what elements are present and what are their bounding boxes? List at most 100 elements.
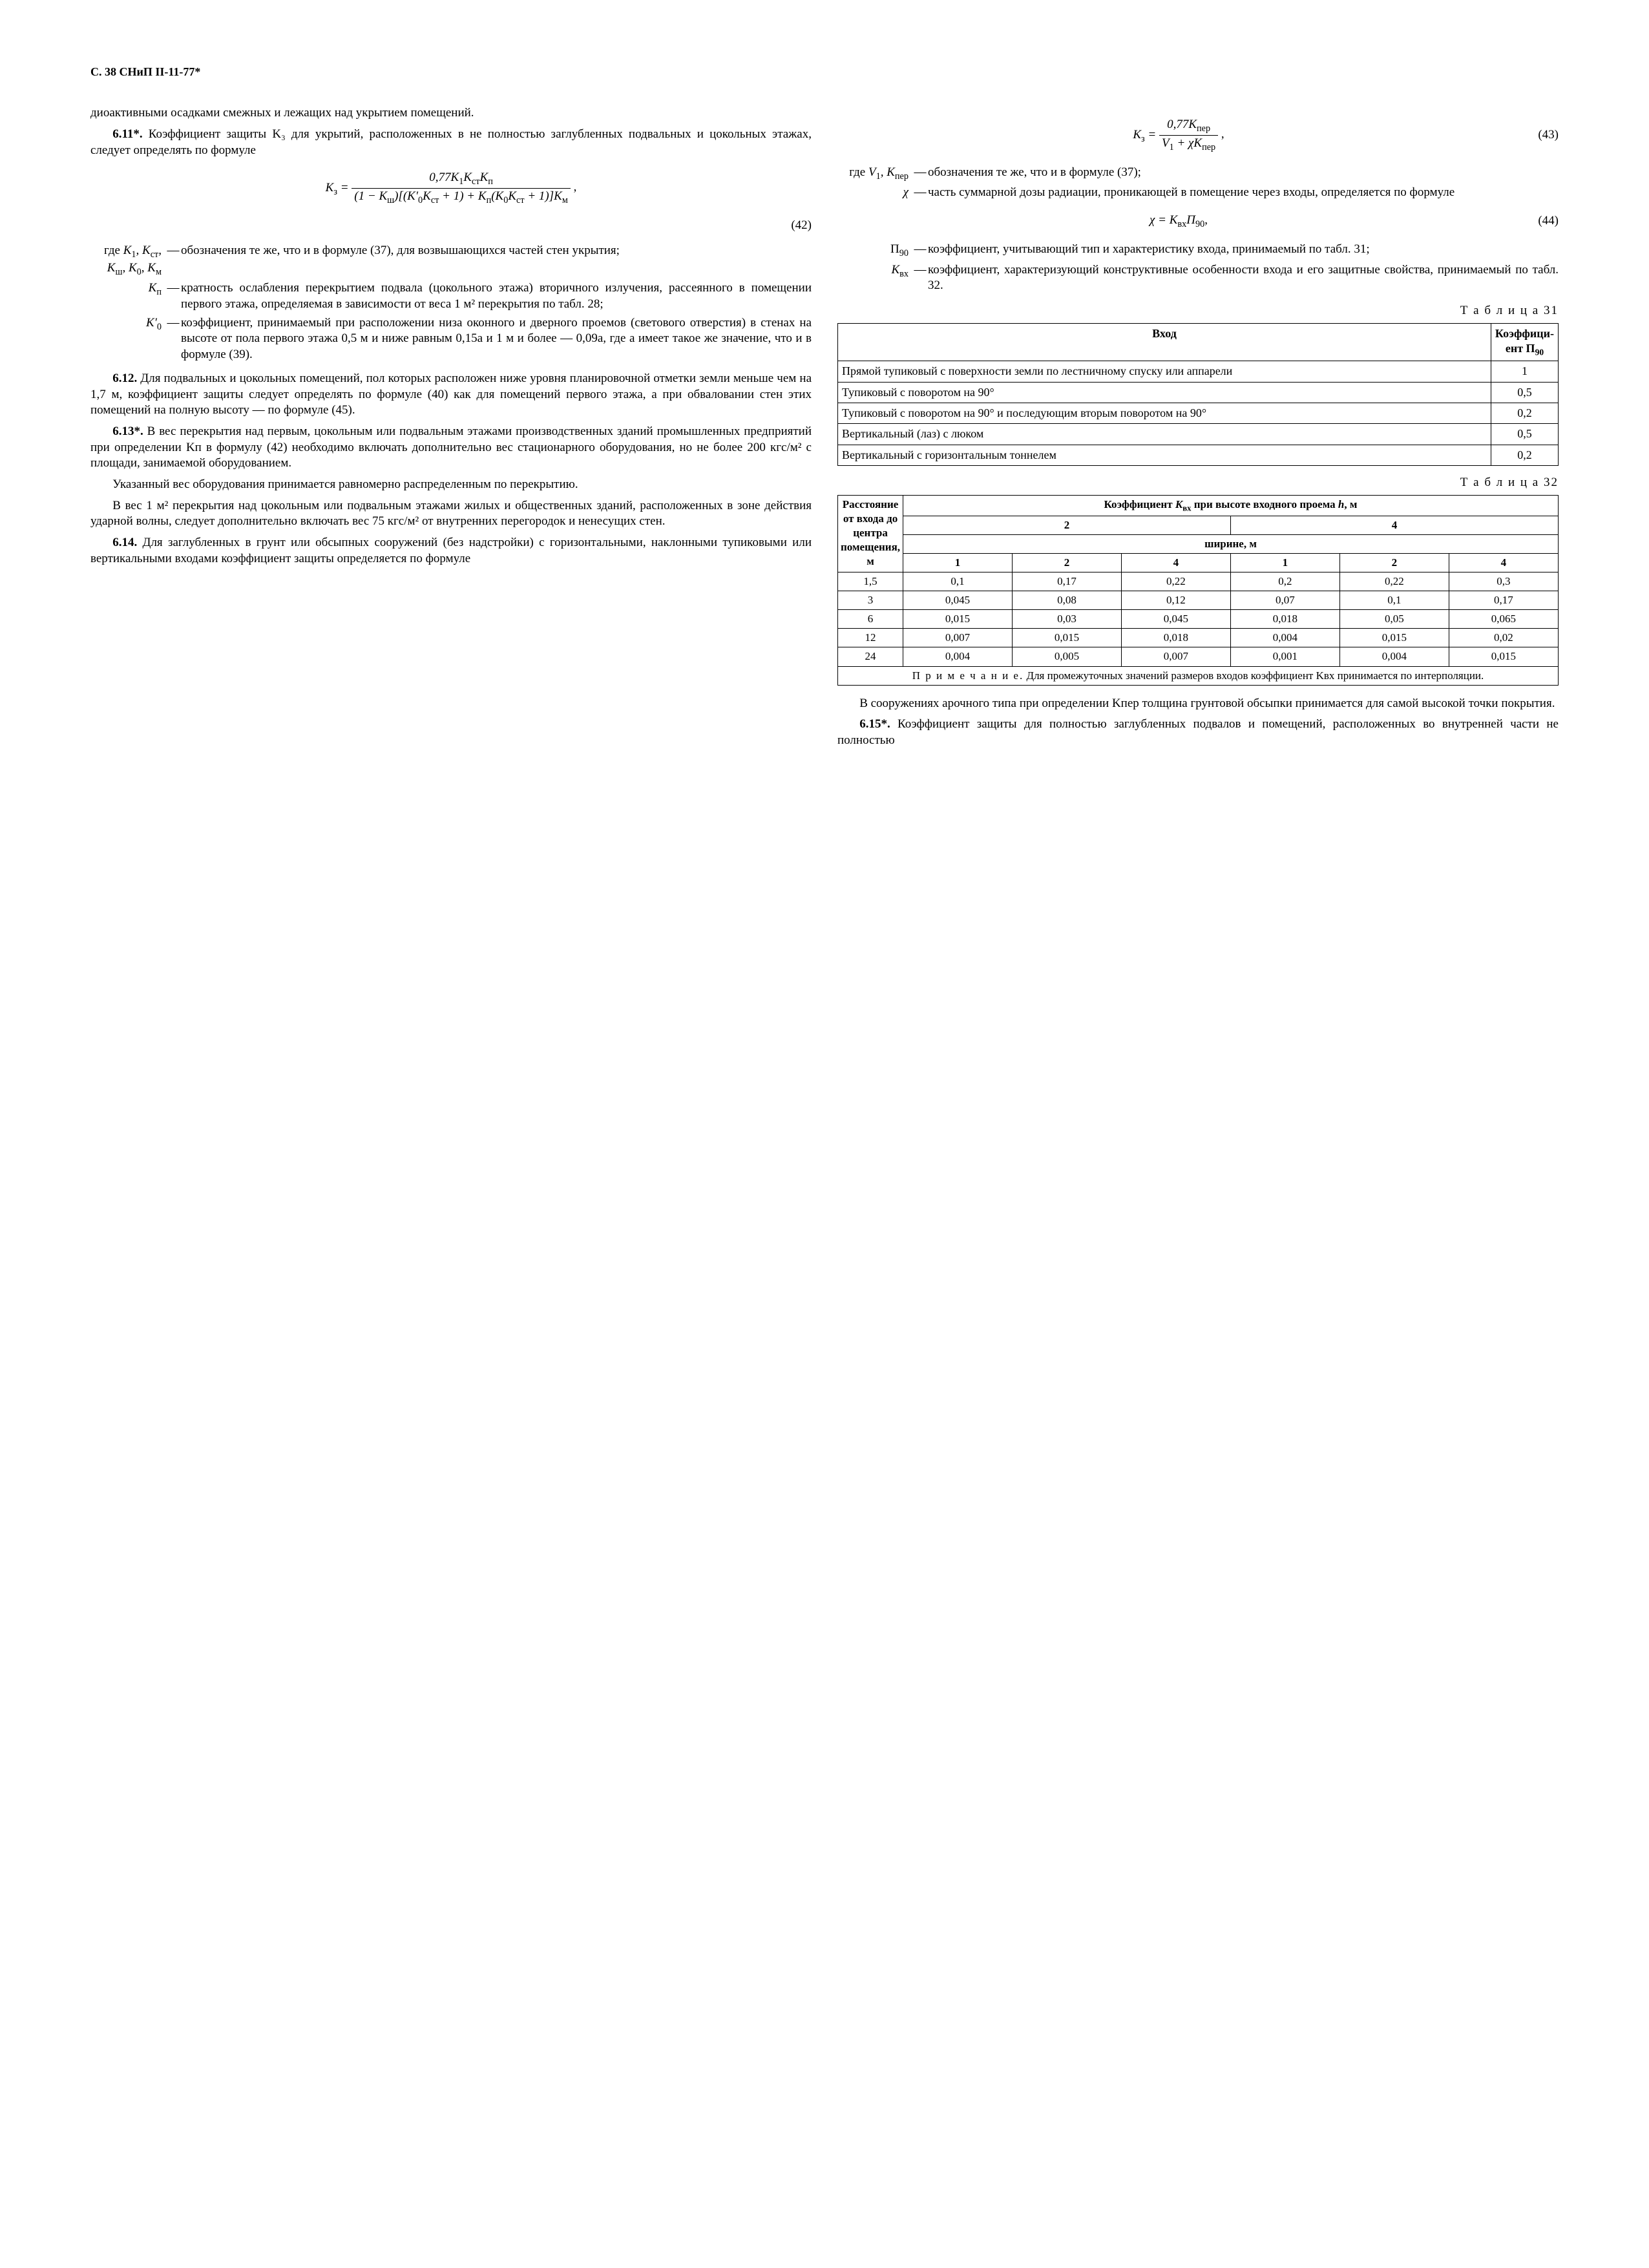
t32-val-cell: 0,02 — [1449, 629, 1558, 647]
eq42-lhs: Kз = — [326, 181, 352, 194]
dash: — — [912, 165, 928, 182]
t32-val-cell: 0,015 — [1339, 629, 1449, 647]
where-txt-r3: коэффициент, учитывающий тип и характери… — [928, 242, 1559, 259]
where-txt-r4: коэффициент, характеризующий конструктив… — [928, 262, 1559, 294]
where-txt-r2: часть суммарной дозы радиации, проникающ… — [928, 185, 1559, 201]
t32-val-cell: 0,018 — [1121, 629, 1230, 647]
section-text-613a: В вес перекрытия над первым, цокольным и… — [90, 425, 812, 470]
para-6-11: 6.11*. Коэффициент защиты K₃ для укрытий… — [90, 127, 812, 158]
where-txt-r1: обозначения те же, что и в формуле (37); — [928, 165, 1559, 182]
t32-dist-cell: 3 — [838, 591, 903, 610]
section-text-611: Коэффициент защиты K₃ для укрытий, распо… — [90, 127, 812, 157]
t32-col-header: 1 — [1230, 554, 1339, 572]
where-sym-r2: χ — [837, 185, 912, 201]
eq42-numerator: 0,77K1KстKп — [352, 170, 571, 188]
t32-col-header: 2 — [1339, 554, 1449, 572]
eq43-lhs: Kз = — [1133, 128, 1159, 142]
t32-col-header: 2 — [1012, 554, 1121, 572]
section-label-611: 6.11*. — [112, 127, 142, 141]
right-column: Kз = 0,77Kпер V1 + χKпер , (43) где V1, … — [837, 105, 1559, 753]
eq44-number: (44) — [1526, 213, 1559, 229]
where-txt-1: обозначения те же, что и в формуле (37),… — [181, 243, 812, 278]
t32-val-cell: 0,3 — [1449, 572, 1558, 591]
para-6-14: 6.14. Для заглубленных в грунт или обсып… — [90, 535, 812, 567]
t32-val-cell: 0,045 — [1121, 610, 1230, 629]
t31-val-cell: 1 — [1491, 361, 1558, 382]
t32-val-cell: 0,17 — [1012, 572, 1121, 591]
t32-col-header: 1 — [903, 554, 1013, 572]
where-sym-r3: П90 — [837, 242, 912, 259]
table31-caption: Т а б л и ц а 31 — [837, 303, 1559, 319]
para-6-15: 6.15*. Коэффициент защиты для полностью … — [837, 717, 1559, 748]
t32-note-cell: П р и м е ч а н и е. Для промежуточных з… — [838, 666, 1559, 685]
t32-val-cell: 0,004 — [1339, 647, 1449, 666]
left-column: диоактивными осадками смежных и лежащих … — [90, 105, 812, 753]
where-list-43: где V1, Kпер — обозначения те же, что и … — [837, 165, 1559, 201]
t31-val-cell: 0,2 — [1491, 445, 1558, 465]
t31-name-cell: Тупиковый с поворотом на 90° и последующ… — [838, 403, 1491, 424]
where-txt-2: кратность ослабления перекрытием подвала… — [181, 280, 812, 312]
eq42-denominator: (1 − Kш)[(K′0Kст + 1) + Kп(K0Kст + 1)]Kм — [352, 189, 571, 206]
t31-val-cell: 0,5 — [1491, 382, 1558, 403]
t32-dist-cell: 24 — [838, 647, 903, 666]
para-intro: диоактивными осадками смежных и лежащих … — [90, 105, 812, 121]
t31-val-cell: 0,2 — [1491, 403, 1558, 424]
formula-44: χ = KвхП90, (44) — [837, 213, 1559, 230]
t31-name-cell: Тупиковый с поворотом на 90° — [838, 382, 1491, 403]
t32-val-cell: 0,17 — [1449, 591, 1558, 610]
section-text-614: Для заглубленных в грунт или обсыпных со… — [90, 536, 812, 565]
table-row: Вертикальный с горизонтальным тоннелем0,… — [838, 445, 1559, 465]
table32-caption: Т а б л и ц а 32 — [837, 475, 1559, 491]
where-sym-r1: где V1, Kпер — [837, 165, 912, 182]
t32-val-cell: 0,12 — [1121, 591, 1230, 610]
t32-dist-cell: 12 — [838, 629, 903, 647]
section-text-615: Коэффициент защиты для полностью заглубл… — [837, 717, 1559, 747]
t31-name-cell: Вертикальный (лаз) с люком — [838, 424, 1491, 445]
two-column-layout: диоактивными осадками смежных и лежащих … — [90, 105, 1559, 753]
t31-h2: Коэффици-ент П90 — [1491, 323, 1558, 361]
t32-h-2: 2 — [903, 516, 1231, 534]
t31-name-cell: Вертикальный с горизонтальным тоннелем — [838, 445, 1491, 465]
t32-val-cell: 0,004 — [903, 647, 1013, 666]
table-row: 1,50,10,170,220,20,220,3 — [838, 572, 1559, 591]
table-row: 60,0150,030,0450,0180,050,065 — [838, 610, 1559, 629]
eq42-number: (42) — [90, 218, 812, 234]
table-32: Расстояние от входа до центра помещения,… — [837, 495, 1559, 686]
t32-val-cell: 0,005 — [1012, 647, 1121, 666]
t32-val-cell: 0,045 — [903, 591, 1013, 610]
dash: — — [165, 280, 181, 312]
t32-col-header: 4 — [1449, 554, 1558, 572]
t32-val-cell: 0,2 — [1230, 572, 1339, 591]
t32-val-cell: 0,015 — [903, 610, 1013, 629]
t32-h-4: 4 — [1230, 516, 1558, 534]
t32-val-cell: 0,015 — [1012, 629, 1121, 647]
where-sym-1: где K1, Kст,Kш, K0, Kм — [90, 243, 165, 278]
eq43-numerator: 0,77Kпер — [1159, 117, 1218, 135]
dash: — — [912, 185, 928, 201]
eq43-number: (43) — [1526, 127, 1559, 143]
t32-val-cell: 0,001 — [1230, 647, 1339, 666]
t31-name-cell: Прямой тупиковый с поверхности земли по … — [838, 361, 1491, 382]
t31-val-cell: 0,5 — [1491, 424, 1558, 445]
eq44-body: χ = KвхП90, — [837, 213, 1520, 230]
table-row: Прямой тупиковый с поверхности земли по … — [838, 361, 1559, 382]
table-row: 30,0450,080,120,070,10,17 — [838, 591, 1559, 610]
section-text-612: Для подвальных и цокольных помещений, по… — [90, 372, 812, 417]
where-sym-2: Kп — [90, 280, 165, 312]
table-row: 120,0070,0150,0180,0040,0150,02 — [838, 629, 1559, 647]
table-row: Тупиковый с поворотом на 90°0,5 — [838, 382, 1559, 403]
para-6-12: 6.12. Для подвальных и цокольных помещен… — [90, 371, 812, 419]
t32-dist-cell: 6 — [838, 610, 903, 629]
para-after-tables: В сооружениях арочного типа при определе… — [837, 696, 1559, 712]
t32-note-label: П р и м е ч а н и е. — [912, 669, 1024, 682]
where-txt-3: коэффициент, принимаемый при расположени… — [181, 315, 812, 363]
t32-val-cell: 0,065 — [1449, 610, 1558, 629]
table-row: Тупиковый с поворотом на 90° и последующ… — [838, 403, 1559, 424]
t32-note-text: Для промежуточных значений размеров вход… — [1024, 669, 1484, 682]
t32-h-main: Коэффициент Kвх при высоте входного прое… — [903, 495, 1559, 516]
t32-val-cell: 0,03 — [1012, 610, 1121, 629]
t32-h-width: ширине, м — [903, 534, 1559, 553]
t32-val-cell: 0,1 — [903, 572, 1013, 591]
t32-val-cell: 0,004 — [1230, 629, 1339, 647]
dash: — — [912, 242, 928, 259]
